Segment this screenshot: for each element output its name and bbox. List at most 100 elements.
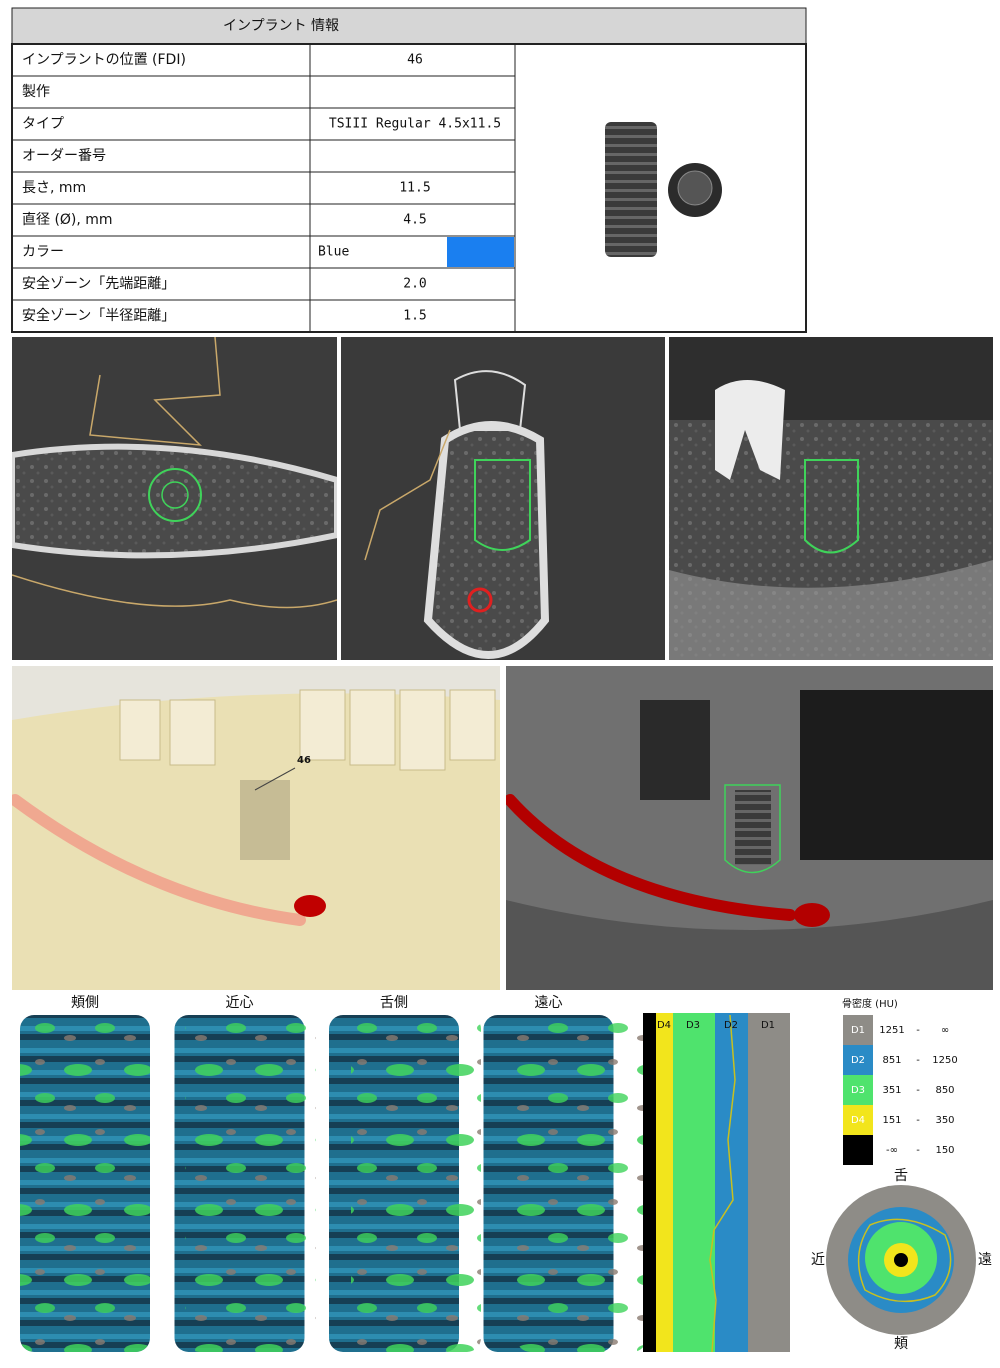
row-label: カラー — [22, 244, 64, 260]
cross-section: 舌 頬 近 遠 — [811, 1168, 992, 1352]
row-value: 2.0 — [403, 277, 426, 292]
legend-max: 850 — [935, 1085, 954, 1096]
surface-maps: 頬側 近心 舌側 遠心 — [20, 995, 647, 1352]
outline — [12, 574, 337, 609]
legend-separator: - — [916, 1145, 920, 1156]
row-label: 製作 — [22, 84, 50, 100]
row-value: 4.5 — [403, 213, 426, 228]
core — [894, 1253, 908, 1267]
implant-body — [605, 122, 657, 257]
table-title: インプラント 情報 — [223, 18, 339, 34]
panoramic-view — [669, 337, 993, 660]
legend-max: 1250 — [932, 1055, 957, 1066]
legend-class: D1 — [851, 1025, 865, 1036]
row-label: 長さ, mm — [22, 180, 86, 196]
legend-separator: - — [916, 1085, 920, 1096]
implant — [735, 790, 771, 865]
leader — [254, 767, 296, 791]
row-label: タイプ — [22, 116, 64, 132]
direction-label: 舌 — [894, 1168, 908, 1184]
legend-min: 151 — [882, 1115, 901, 1126]
tooth-shadow — [800, 690, 993, 860]
legend-min: 1251 — [879, 1025, 904, 1036]
zone-label: D2 — [724, 1020, 738, 1031]
nerve — [506, 794, 796, 921]
cross-view — [341, 337, 665, 660]
legend-swatch — [843, 1135, 873, 1165]
legend-min: 351 — [882, 1085, 901, 1096]
direction-label: 頬 — [894, 1336, 908, 1352]
teeth — [119, 689, 496, 771]
legend-min: 851 — [882, 1055, 901, 1066]
legend-title: 骨密度 (HU) — [842, 997, 898, 1010]
density-line — [857, 1218, 952, 1303]
legend-class: D4 — [851, 1115, 865, 1126]
implant-outline — [804, 459, 859, 554]
bone — [12, 443, 337, 559]
implant — [240, 780, 290, 860]
zone-d-black — [643, 1013, 656, 1352]
bone — [423, 421, 550, 659]
legend-swatch — [843, 1075, 873, 1105]
legend-class: D3 — [851, 1085, 865, 1096]
density-profile: D4 D3 D2 D1 — [643, 1013, 790, 1353]
row-value: Blue — [318, 245, 349, 260]
row-label: 直径 (Ø), mm — [22, 212, 113, 228]
cortex — [669, 560, 993, 660]
row-value: 1.5 — [403, 309, 426, 324]
surface-label: 近心 — [226, 995, 254, 1011]
row-label: オーダー番号 — [22, 148, 106, 164]
zone-label: D3 — [686, 1020, 700, 1031]
implant-outline — [474, 459, 531, 551]
legend-separator: - — [916, 1025, 920, 1036]
implant-outline — [724, 784, 781, 874]
surface-label: 舌側 — [380, 995, 408, 1011]
bone — [506, 900, 993, 990]
legend-min: -∞ — [886, 1145, 898, 1156]
surface-density — [185, 1015, 316, 1352]
color-swatch — [447, 237, 514, 267]
surface-density — [20, 1015, 150, 1352]
outline — [89, 337, 221, 446]
zone-label: D1 — [761, 1020, 775, 1031]
surface-density — [516, 1015, 647, 1352]
surface-density — [351, 1015, 481, 1352]
row-value: TSIII Regular 4.5x11.5 — [329, 117, 501, 132]
zone-d4 — [656, 1013, 673, 1352]
legend-swatch — [843, 1105, 873, 1135]
legend-max: 350 — [935, 1115, 954, 1126]
3d-xray-view — [506, 666, 993, 990]
tooth-label: 46 — [297, 755, 311, 766]
legend-max: ∞ — [941, 1025, 949, 1036]
nerve-end — [294, 895, 326, 917]
row-label: インプラントの位置 (FDI) — [22, 52, 186, 68]
tooth-shadow — [640, 700, 710, 800]
nerve — [12, 794, 306, 926]
implant-outline — [161, 481, 189, 509]
legend-swatch — [843, 1015, 873, 1045]
legend-separator: - — [916, 1055, 920, 1066]
row-value: 46 — [407, 53, 423, 68]
legend-class: D2 — [851, 1055, 865, 1066]
zone-d3 — [673, 1013, 715, 1352]
table-header — [11, 7, 807, 45]
implant-picture — [605, 122, 722, 257]
outline — [364, 429, 451, 561]
axial-view — [12, 337, 337, 660]
nerve-end — [794, 903, 830, 927]
tooth — [715, 380, 785, 480]
row-label: 安全ゾーン「先端距離」 — [22, 276, 175, 292]
legend-max: 150 — [935, 1145, 954, 1156]
direction-label: 近 — [811, 1252, 825, 1268]
surface-label: 頬側 — [71, 995, 99, 1011]
row-value: 11.5 — [399, 181, 430, 196]
table-frame — [11, 43, 807, 333]
direction-label: 遠 — [978, 1252, 992, 1268]
zone-label: D4 — [657, 1020, 671, 1031]
implant-top-inner — [677, 170, 713, 206]
